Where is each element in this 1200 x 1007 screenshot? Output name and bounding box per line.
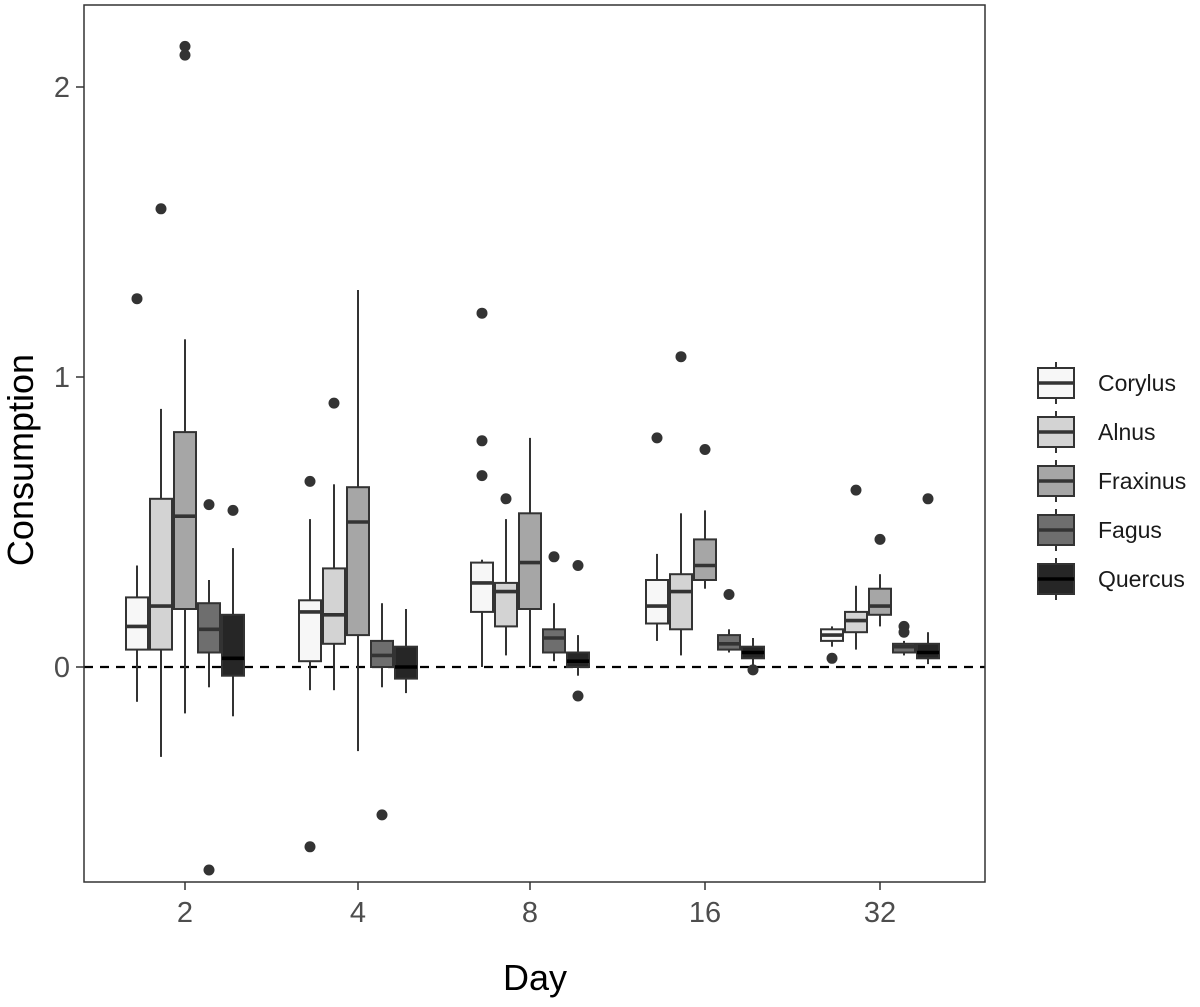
box-fraxinus-day-16: [693, 444, 717, 589]
box-iqr: [298, 599, 322, 663]
box-fraxinus-day-8: [518, 437, 542, 667]
box-iqr: [394, 645, 418, 680]
outlier-point: [572, 560, 584, 571]
box-iqr: [149, 497, 173, 651]
box-quercus-day-16: [741, 638, 765, 676]
box-fagus-day-4: [370, 603, 394, 821]
box-fagus-day-32: [892, 620, 916, 656]
x-tick-label: 8: [522, 897, 538, 929]
series-quercus: [221, 493, 940, 717]
legend: Corylus Alnus Fraxinus Fagus Quercus: [1037, 362, 1186, 600]
outlier-point: [376, 809, 388, 821]
series-fraxinus: [173, 40, 892, 752]
outlier-point: [131, 293, 143, 305]
box-corylus-day-32: [820, 626, 844, 664]
legend-label: Corylus: [1098, 370, 1176, 396]
box-iqr: [542, 628, 566, 654]
outlier-point: [675, 351, 687, 363]
x-tick-label: 16: [689, 897, 721, 929]
y-tick-label: 1: [54, 362, 70, 394]
series-fagus: [197, 499, 916, 876]
box-iqr: [645, 579, 669, 625]
box-corylus-day-4: [298, 475, 322, 853]
y-axis-title: Consumption: [0, 354, 41, 566]
panel-border: [83, 4, 986, 883]
legend-item-fraxinus: Fraxinus: [1037, 460, 1186, 502]
box-iqr: [669, 573, 693, 631]
legend-label: Fraxinus: [1098, 468, 1186, 494]
box-iqr: [221, 613, 245, 677]
legend-label: Alnus: [1098, 419, 1156, 445]
outlier-point: [874, 533, 886, 545]
box-iqr: [693, 538, 717, 582]
box-fraxinus-day-32: [868, 533, 892, 627]
box-alnus-day-2: [149, 203, 173, 757]
outlier-point: [179, 49, 191, 61]
outlier-point: [476, 470, 488, 482]
legend-item-quercus: Quercus: [1037, 558, 1185, 600]
box-alnus-day-4: [322, 397, 346, 691]
box-fraxinus-day-4: [346, 290, 370, 752]
outlier-point: [155, 203, 167, 215]
outlier-point: [304, 475, 316, 487]
box-iqr: [173, 431, 197, 610]
box-iqr: [494, 581, 518, 628]
outlier-point: [922, 493, 934, 505]
axes: 0 1 2 2 4 8 16 32: [54, 72, 896, 929]
outlier-point: [179, 40, 191, 52]
outlier-point: [826, 652, 838, 664]
legend-item-corylus: Corylus: [1037, 362, 1176, 404]
outlier-point: [898, 626, 910, 638]
box-corylus-day-8: [470, 307, 494, 667]
legend-item-alnus: Alnus: [1037, 411, 1156, 453]
outlier-point: [850, 484, 862, 496]
y-tick-label: 2: [54, 72, 70, 104]
box-alnus-day-16: [669, 351, 693, 656]
box-iqr: [470, 561, 494, 613]
plot-area: [84, 40, 985, 876]
outlier-point: [500, 493, 512, 505]
box-quercus-day-2: [221, 504, 245, 717]
legend-label: Fagus: [1098, 517, 1162, 543]
x-tick-label: 32: [864, 897, 896, 929]
outlier-point: [572, 690, 584, 702]
box-fraxinus-day-2: [173, 40, 197, 714]
outlier-point: [203, 499, 215, 511]
outlier-point: [304, 841, 316, 853]
outlier-point: [747, 664, 759, 676]
series-corylus: [125, 293, 844, 853]
box-iqr: [322, 567, 346, 645]
box-quercus-day-8: [566, 560, 590, 702]
outlier-point: [699, 444, 711, 455]
box-alnus-day-32: [844, 484, 868, 650]
box-fagus-day-2: [197, 499, 221, 876]
legend-item-fagus: Fagus: [1037, 509, 1162, 551]
box-corylus-day-16: [645, 432, 669, 641]
x-axis-title: Day: [503, 957, 567, 998]
box-alnus-day-8: [494, 493, 518, 656]
outlier-point: [203, 864, 215, 876]
box-corylus-day-2: [125, 293, 149, 702]
x-tick-label: 4: [350, 897, 366, 929]
outlier-point: [476, 435, 488, 447]
outlier-point: [476, 307, 488, 319]
box-iqr: [346, 486, 370, 637]
outlier-point: [651, 432, 663, 444]
outlier-point: [723, 589, 735, 600]
box-fagus-day-8: [542, 551, 566, 662]
series-alnus: [149, 203, 868, 757]
box-quercus-day-4: [394, 609, 418, 694]
outlier-point: [227, 504, 239, 516]
box-fagus-day-16: [717, 589, 741, 653]
y-tick-label: 0: [54, 652, 70, 684]
box-quercus-day-32: [916, 493, 940, 665]
outlier-point: [328, 397, 340, 409]
outlier-point: [548, 551, 560, 563]
box-iqr: [868, 587, 892, 616]
legend-label: Quercus: [1098, 566, 1185, 592]
box-iqr: [125, 596, 149, 651]
x-tick-label: 2: [177, 897, 193, 929]
